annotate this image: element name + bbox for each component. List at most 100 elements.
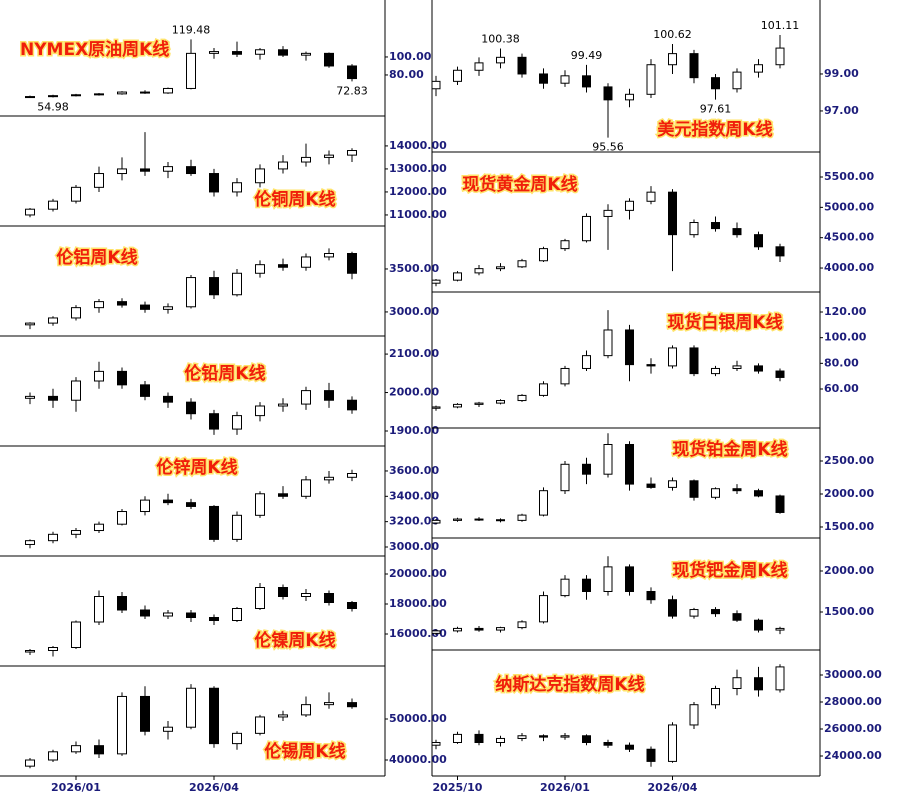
- candle-body: [140, 499, 150, 513]
- candle-body: [539, 735, 548, 738]
- candle-body: [232, 514, 242, 540]
- panel-title: 现货铂金周K线: [672, 439, 787, 460]
- candle-body: [711, 609, 720, 615]
- candle-body: [94, 301, 104, 309]
- candle-body: [278, 587, 288, 598]
- y-tick-label: 24000.00: [824, 749, 882, 762]
- candle-body: [278, 403, 288, 407]
- y-tick-label: 5000.00: [824, 200, 874, 213]
- candle-body: [163, 612, 173, 617]
- candle-body: [347, 65, 357, 80]
- y-tick-label: 80.00: [824, 356, 859, 369]
- candle-body: [453, 69, 462, 82]
- candle-body: [94, 745, 104, 755]
- candle-body: [186, 612, 196, 619]
- candle-body: [775, 47, 785, 66]
- candle-body: [94, 596, 104, 623]
- candle-body: [582, 463, 591, 475]
- annotation: 72.83: [336, 84, 368, 97]
- candle-body: [186, 52, 196, 89]
- candle-body: [582, 75, 591, 88]
- candle-body: [474, 402, 484, 405]
- y-tick-label: 2000.00: [389, 386, 439, 399]
- candle-body: [689, 704, 699, 726]
- candle-body: [625, 744, 634, 750]
- candle-body: [603, 329, 613, 357]
- y-tick-label: 99.00: [824, 67, 859, 80]
- candle-body: [754, 64, 763, 73]
- candle-body: [431, 406, 441, 409]
- y-tick-label: 3400.00: [389, 489, 439, 502]
- annotation: 101.11: [761, 19, 800, 32]
- panel-title: 现货白银周K线: [667, 312, 782, 333]
- y-tick-label: 3200.00: [389, 515, 439, 528]
- candle-body: [603, 209, 613, 217]
- candle-body: [539, 73, 548, 84]
- candle-body: [754, 490, 763, 497]
- candle-body: [71, 621, 81, 649]
- candle-body: [711, 77, 720, 90]
- panel-title: 伦镍周K线: [254, 630, 335, 651]
- y-tick-label: 3000.00: [389, 305, 439, 318]
- y-tick-label: 60.00: [824, 382, 859, 395]
- candle-body: [255, 49, 265, 55]
- candle-body: [232, 415, 242, 430]
- candle-body: [347, 602, 357, 610]
- x-tick-label: 2026/01: [51, 781, 101, 794]
- candle-body: [347, 150, 357, 156]
- candle-body: [496, 627, 505, 631]
- y-tick-label: 11000.00: [389, 208, 447, 221]
- candle-body: [453, 733, 462, 744]
- candle-body: [668, 724, 677, 762]
- candle-body: [732, 677, 742, 690]
- candle-body: [71, 530, 81, 535]
- x-tick-label: 2025/10: [433, 781, 483, 794]
- y-tick-label: 26000.00: [824, 722, 882, 735]
- candle-body: [539, 595, 548, 623]
- candle-body: [754, 619, 763, 631]
- y-tick-label: 97.00: [824, 104, 859, 117]
- candle-body: [48, 647, 58, 652]
- candle-body: [603, 566, 613, 592]
- candle-body: [163, 499, 173, 504]
- candle-body: [775, 495, 785, 513]
- candle-body: [646, 748, 656, 762]
- candle-body: [232, 272, 242, 296]
- candle-body: [347, 702, 357, 708]
- candle-body: [517, 621, 527, 629]
- candle-body: [582, 215, 591, 242]
- candle-body: [754, 365, 763, 372]
- candle-body: [324, 253, 334, 258]
- candle-body: [625, 93, 634, 101]
- x-tick-label: 2026/04: [648, 781, 698, 794]
- candle-body: [646, 483, 656, 488]
- candle-body: [48, 317, 58, 324]
- candle-body: [255, 587, 265, 610]
- candle-body: [301, 593, 311, 598]
- candle-body: [278, 161, 288, 170]
- candle-body: [453, 627, 462, 632]
- y-tick-label: 14000.00: [389, 139, 447, 152]
- y-tick-label: 2500.00: [824, 454, 874, 467]
- candle-body: [140, 91, 150, 94]
- candle-body: [232, 51, 242, 55]
- candle-body: [539, 383, 548, 396]
- candle-body: [496, 400, 505, 404]
- candle-body: [301, 156, 311, 163]
- candle-body: [754, 677, 763, 691]
- candle-body: [48, 751, 58, 761]
- candle-body: [163, 306, 173, 310]
- candle-body: [560, 735, 570, 738]
- candle-body: [71, 380, 81, 401]
- candle-body: [186, 401, 196, 415]
- candle-body: [347, 399, 357, 411]
- candle-body: [48, 200, 58, 210]
- candle-body: [775, 666, 785, 691]
- candle-body: [94, 370, 104, 382]
- candle-body: [324, 702, 334, 706]
- candle-body: [646, 64, 656, 95]
- candle-body: [163, 87, 173, 94]
- candle-body: [603, 742, 613, 746]
- candle-body: [689, 480, 699, 498]
